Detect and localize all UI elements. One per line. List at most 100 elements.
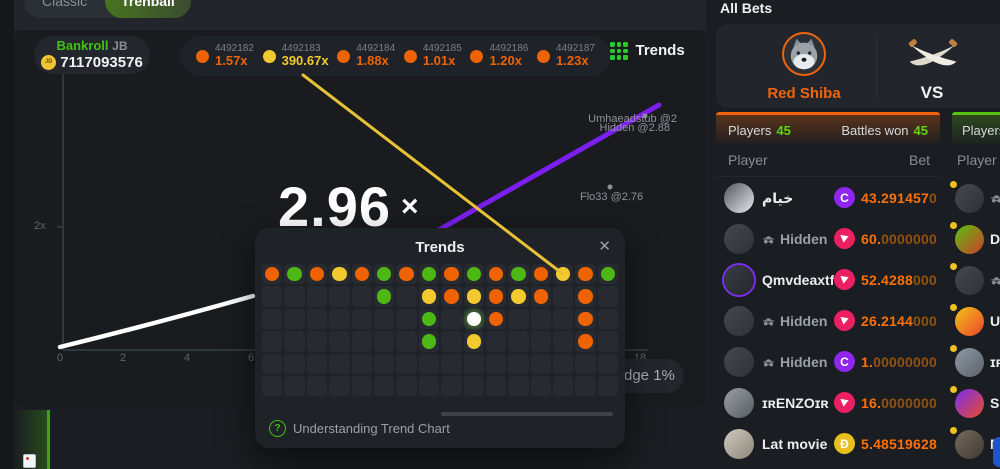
round-multiplier: 1.23x — [556, 53, 589, 69]
trends-button[interactable]: Trends — [610, 42, 685, 60]
round-chip[interactable]: 4492184 1.88x — [337, 43, 395, 69]
player-name: Hidden — [762, 313, 827, 329]
close-icon[interactable]: ✕ — [598, 238, 611, 255]
trend-cell — [441, 308, 462, 330]
trend-cell — [396, 375, 417, 397]
grid-dot — [623, 48, 628, 53]
bet-row[interactable]: Qmvdeaxtful 52.4288000 — [716, 260, 940, 301]
bet-amount: 5.48519628 — [861, 436, 937, 452]
player-name: ɪʀENZOɪʀ — [762, 395, 829, 411]
bet-annotation: Flo33 @2.76 — [580, 191, 644, 203]
understanding-trend-chart-link[interactable]: ? Understanding Trend Chart — [269, 420, 450, 437]
trend-cell — [485, 286, 507, 307]
trend-cell — [530, 286, 552, 307]
trend-dot-green — [600, 267, 616, 282]
round-result-dot — [403, 49, 417, 63]
bet-row[interactable]: Hidden 26.2144000 — [716, 301, 940, 342]
incognito-icon — [763, 235, 774, 244]
right-player-row[interactable]: ɪʀEN — [948, 342, 1000, 383]
trend-cell — [306, 375, 328, 397]
trend-cell — [418, 331, 440, 352]
bet-amount-group: Ð 5.48519628 — [834, 433, 937, 454]
tab-players-battles[interactable]: Players 45 Battles won 45 — [716, 112, 940, 145]
yellow-dot-icon — [950, 263, 957, 270]
trend-cell — [463, 375, 484, 397]
trend-dot-yellow — [332, 267, 347, 282]
round-chip[interactable]: 4492185 1.01x — [403, 43, 462, 69]
trend-cell — [553, 308, 574, 330]
round-id: 4492182 — [215, 43, 254, 55]
yellow-dot-icon — [950, 386, 957, 393]
round-chip[interactable]: 4492183 390.67x — [262, 43, 329, 69]
trend-cell — [485, 331, 507, 352]
trend-cell — [441, 331, 462, 352]
bet-row[interactable]: Hidden 60.0000000 — [716, 219, 940, 260]
round-chip[interactable]: 4492187 1.23x — [537, 43, 595, 69]
trend-cell — [441, 353, 462, 374]
player-name: Hidden — [762, 354, 827, 370]
battle-team-red-shiba: Red Shiba — [767, 85, 841, 102]
all-bets-title: All Bets — [720, 0, 773, 16]
round-info: 4492186 1.20x — [489, 43, 528, 69]
trend-cell — [396, 331, 417, 352]
trend-cell — [329, 264, 350, 285]
bet-row[interactable]: ɪʀENZOɪʀ 16.0000000 — [716, 383, 940, 424]
trend-cell — [396, 286, 417, 307]
column-header-player: Player — [728, 152, 768, 168]
bet-amount-bright: 26.2144 — [861, 312, 914, 329]
player-name-text: Hidden — [780, 313, 828, 329]
trend-cell — [284, 331, 305, 352]
trend-dot-white — [466, 311, 481, 327]
trend-cell — [284, 286, 305, 307]
bets-list: خيام C 43.2914570 Hidden 60.0000000 Qmvdeaxtf… — [716, 178, 940, 469]
bankroll-pill[interactable]: Bankroll JB JB 7117093576 — [34, 36, 150, 74]
tab-trenball[interactable]: Trenball — [105, 0, 191, 18]
bet-row[interactable]: Hidden C 1.00000000 — [716, 342, 940, 383]
trend-cell — [262, 375, 283, 397]
grid-dot — [610, 55, 615, 60]
right-player-row[interactable]: Dev — [948, 219, 1000, 260]
trend-cell — [441, 375, 462, 397]
round-chip[interactable]: 4492182 1.57x — [196, 43, 254, 69]
trend-cell — [284, 264, 305, 285]
column-header-bet: Bet — [909, 152, 931, 168]
trend-cell — [530, 308, 552, 330]
trend-dot-orange — [265, 267, 280, 282]
right-player-row[interactable]: H — [948, 260, 1000, 301]
trend-dot-orange — [309, 267, 325, 282]
coin-doge-icon: Ð — [834, 433, 855, 454]
trend-cell — [575, 286, 596, 307]
bet-row[interactable]: Lat movie Ð 5.48519628 — [716, 424, 940, 465]
grid-dot — [616, 42, 621, 47]
bet-amount: 26.2144000 — [861, 313, 937, 329]
right-player-row[interactable]: H — [948, 178, 1000, 219]
yellow-dot-icon — [950, 222, 957, 229]
trend-cell — [463, 286, 484, 307]
player-name-text: Qmvdeaxtful — [762, 272, 834, 288]
trx-triangle — [840, 275, 849, 284]
trend-cell — [418, 308, 440, 330]
battles-won-tab: Battles won 45 — [841, 122, 928, 138]
battle-vs-label: VS — [920, 83, 944, 102]
partial-blue-element — [993, 437, 1000, 467]
trend-dot-green — [421, 267, 437, 282]
bet-row[interactable]: خيام C 43.2914570 — [716, 178, 940, 219]
trend-grid-scrollbar[interactable] — [441, 412, 613, 416]
round-info: 4492187 1.23x — [556, 43, 595, 69]
tab-classic[interactable]: Classic — [42, 0, 88, 9]
trend-cell — [306, 286, 328, 307]
right-player-row[interactable]: Soh — [948, 383, 1000, 424]
yellow-dot-icon — [950, 427, 957, 434]
edge-pill[interactable]: dge 1% — [598, 359, 684, 393]
green-accent-line — [47, 410, 50, 469]
trend-cell — [508, 353, 529, 374]
round-chip[interactable]: 4492186 1.20x — [470, 43, 528, 69]
right-player-row[interactable]: Um — [948, 301, 1000, 342]
trend-cell — [530, 353, 552, 374]
trend-dot-orange — [488, 289, 504, 304]
tab-players-right-panel[interactable]: Players 45 — [952, 112, 1000, 145]
trend-cell — [530, 375, 552, 397]
round-id: 4492186 — [489, 43, 529, 55]
bet-amount-group: C 1.00000000 — [834, 351, 937, 372]
grid-dot — [616, 48, 621, 53]
